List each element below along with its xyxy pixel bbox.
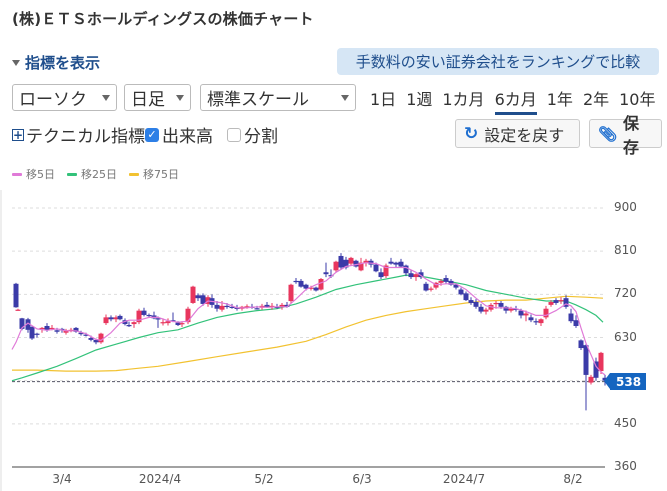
- legend-ma5: 移5日: [12, 166, 55, 182]
- y-tick-label: 720: [614, 286, 637, 301]
- split-label: 分割: [244, 127, 278, 147]
- period-tab-1y[interactable]: 1年: [546, 90, 573, 109]
- period-tab-6m[interactable]: 6カ月: [494, 86, 537, 115]
- technical-indicators-button[interactable]: テクニカル指標: [26, 127, 145, 147]
- x-tick-label: 8/2: [563, 472, 583, 486]
- interval-select[interactable]: 日足: [124, 84, 191, 111]
- reset-settings-label: 設定を戻す: [484, 125, 565, 145]
- show-indicators-toggle[interactable]: 指標を表示: [12, 52, 100, 73]
- broker-ranking-link[interactable]: 手数料の安い証券会社をランキングで比較: [337, 48, 659, 75]
- split-checkbox[interactable]: [227, 127, 241, 142]
- page-title: (株)ＥＴＳホールディングスの株価チャート: [12, 10, 314, 28]
- legend-label: 移75日: [143, 168, 179, 181]
- reset-settings-button[interactable]: ↻ 設定を戻す: [455, 119, 580, 148]
- scale-value: 標準スケール: [207, 90, 309, 110]
- legend-ma75: 移75日: [129, 166, 179, 182]
- y-tick-label: 810: [614, 243, 637, 258]
- chart-type-select[interactable]: ローソク: [12, 84, 117, 111]
- x-tick-label: 5/2: [254, 472, 274, 486]
- period-tab-1m[interactable]: 1カ月: [442, 90, 485, 109]
- x-tick-label: 2024/7: [442, 472, 486, 486]
- period-tabs: 1日 1週 1カ月 6カ月 1年 2年 10年: [370, 86, 656, 115]
- x-tick-label: 3/4: [52, 472, 72, 486]
- chevron-down-icon: [341, 94, 349, 101]
- volume-label: 出来高: [162, 127, 213, 147]
- y-tick-label: 630: [614, 329, 637, 344]
- legend-swatch: [12, 172, 22, 176]
- chart-type-value: ローソク: [19, 90, 87, 110]
- period-tab-10y[interactable]: 10年: [619, 90, 656, 109]
- period-tab-1d[interactable]: 1日: [370, 90, 397, 109]
- show-indicators-label: 指標を表示: [25, 54, 101, 72]
- triangle-down-icon: [12, 59, 20, 66]
- y-tick-label: 360: [614, 459, 637, 473]
- divider: [0, 190, 2, 491]
- chevron-down-icon: [176, 94, 184, 101]
- legend-ma25: 移25日: [67, 166, 117, 182]
- chart-options-row: + テクニカル指標 ✓ 出来高 分割: [12, 122, 278, 147]
- x-tick-label: 6/3: [352, 472, 372, 486]
- legend-label: 移25日: [81, 168, 117, 181]
- scale-select[interactable]: 標準スケール: [200, 84, 356, 111]
- y-tick-label: 450: [614, 415, 637, 430]
- save-button[interactable]: 📎︎ 保存: [589, 114, 662, 157]
- volume-checkbox[interactable]: ✓: [145, 127, 159, 142]
- paperclip-icon: 📎︎: [598, 124, 618, 143]
- current-price-tag: 538: [603, 373, 647, 390]
- interval-value: 日足: [131, 90, 165, 110]
- chevron-down-icon: [102, 94, 110, 101]
- period-tab-1w[interactable]: 1週: [406, 90, 433, 109]
- x-tick-label: 2024/4: [138, 472, 182, 486]
- chart-legend: 移5日 移25日 移75日: [12, 166, 179, 182]
- price-chart[interactable]: [0, 190, 667, 491]
- legend-label: 移5日: [26, 168, 55, 181]
- legend-swatch: [67, 172, 77, 176]
- refresh-icon: ↻: [464, 123, 479, 144]
- plus-box-icon[interactable]: +: [12, 127, 24, 142]
- period-tab-2y[interactable]: 2年: [582, 90, 610, 109]
- y-tick-label: 900: [614, 200, 637, 214]
- save-label: 保存: [623, 113, 640, 157]
- legend-swatch: [129, 172, 139, 176]
